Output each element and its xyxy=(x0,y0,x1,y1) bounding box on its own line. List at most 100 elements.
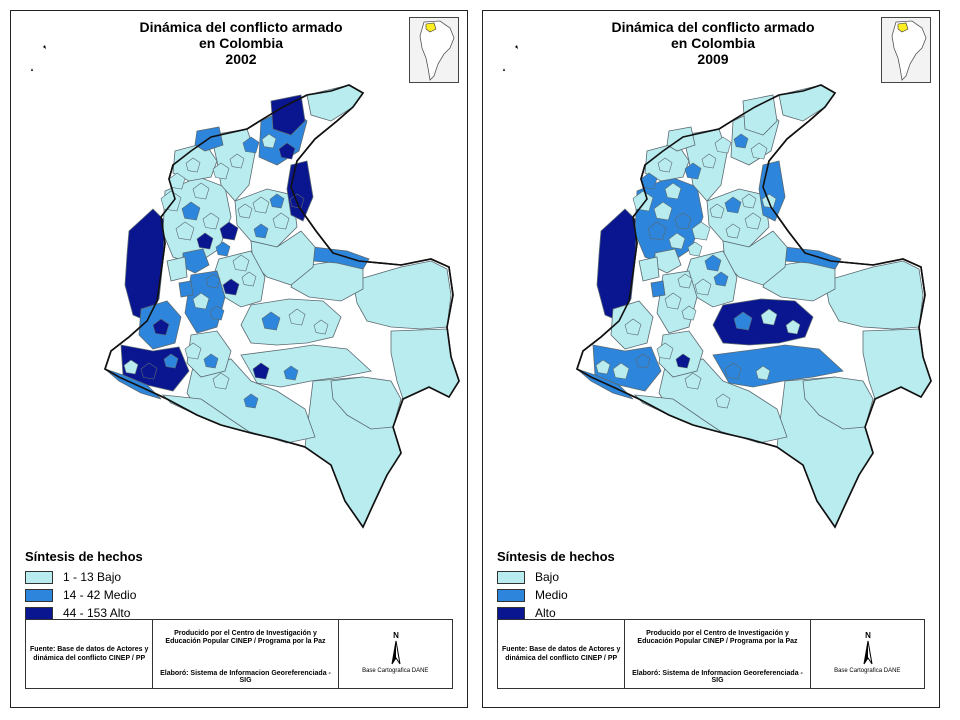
municipality-low xyxy=(168,172,186,190)
country-border xyxy=(104,84,460,529)
municipality-high xyxy=(222,278,240,296)
municipality-low xyxy=(232,254,250,272)
legend: Síntesis de hechos 1 - 13 Bajo 14 - 42 M… xyxy=(25,549,143,622)
credits-footer: Fuente: Base de datos de Actores y dinám… xyxy=(25,619,453,689)
colombia-highlight xyxy=(897,22,909,33)
municipality-low xyxy=(744,212,762,230)
municipality-low xyxy=(664,292,682,310)
municipality-medium xyxy=(269,193,285,209)
legend-label-high: 44 - 153 Alto xyxy=(63,606,131,620)
region-huila-low xyxy=(186,330,232,378)
legend-title: Síntesis de hechos xyxy=(25,549,143,564)
municipality-medium xyxy=(205,273,221,289)
legend-item-low: Bajo xyxy=(497,568,615,586)
municipality-low xyxy=(755,365,771,381)
legend-swatch-high xyxy=(25,606,53,620)
municipality-low xyxy=(725,223,741,239)
municipality-low xyxy=(657,157,673,173)
source-cell: Fuente: Base de datos de Actores y dinám… xyxy=(26,620,154,688)
municipality-medium xyxy=(635,353,651,369)
municipality-medium xyxy=(163,353,179,369)
credits-footer: Fuente: Base de datos de Actores y dinám… xyxy=(497,619,925,689)
title-year: 2002 xyxy=(225,51,257,67)
municipality-medium xyxy=(209,305,225,321)
title-year: 2009 xyxy=(697,51,729,67)
municipality-low xyxy=(681,305,697,321)
region-nsantander-high xyxy=(286,160,314,222)
municipality-medium xyxy=(181,201,201,221)
municipality-medium xyxy=(243,393,259,409)
municipality-low xyxy=(715,393,731,409)
region-risaralda-low xyxy=(166,256,188,282)
municipality-low xyxy=(185,157,201,173)
municipality-low xyxy=(313,319,329,335)
region-nsantander-medium xyxy=(758,160,786,222)
municipality-low xyxy=(212,162,230,180)
municipality-low xyxy=(261,133,277,149)
municipality-medium xyxy=(684,162,702,180)
south-america-locator-inset xyxy=(409,17,459,83)
colombia-highlight xyxy=(425,22,437,33)
legend-label-medium: Medio xyxy=(535,588,568,602)
title-line-2: en Colombia xyxy=(670,35,755,51)
region-magdalena-low xyxy=(742,94,778,136)
elaborated-text: Elaboró: Sistema de Informacion Georefer… xyxy=(632,670,803,684)
municipality-medium xyxy=(724,362,742,380)
municipality-medium xyxy=(733,133,749,149)
municipality-low xyxy=(202,212,220,230)
municipality-medium xyxy=(704,254,722,272)
municipality-low xyxy=(656,342,674,360)
municipality-medium xyxy=(242,136,260,154)
region-magdalena-high xyxy=(270,94,306,136)
producer-text: Producido por el Centro de Investigación… xyxy=(165,630,326,645)
municipality-low xyxy=(184,342,202,360)
municipality-low xyxy=(175,221,195,241)
legend-label-low: 1 - 13 Bajo xyxy=(63,570,122,584)
municipality-high xyxy=(140,362,158,380)
colombia-choropleth-map xyxy=(101,81,461,531)
municipality-medium xyxy=(261,311,281,331)
municipality-low xyxy=(229,153,245,169)
municipality-medium xyxy=(733,311,753,331)
municipality-low xyxy=(760,308,778,326)
municipality-medium xyxy=(283,365,299,381)
map-panel-2009: Dinámica del conflicto armado en Colombi… xyxy=(482,10,940,708)
municipality-low xyxy=(595,359,611,375)
san-andres-islands xyxy=(31,45,46,71)
region-quindio-medium xyxy=(178,280,194,298)
title-line-1: Dinámica del conflicto armado xyxy=(139,19,343,35)
municipality-low xyxy=(714,136,732,154)
cartography-cell: N Base Cartografica DANE xyxy=(811,620,924,688)
municipality-high xyxy=(152,318,170,336)
region-risaralda-low xyxy=(638,256,660,282)
legend-label-low: Bajo xyxy=(535,570,560,584)
region-huila-low xyxy=(658,330,704,378)
municipality-medium xyxy=(674,212,692,230)
legend-title: Síntesis de hechos xyxy=(497,549,615,564)
legend-label-medium: 14 - 42 Medio xyxy=(63,588,137,602)
legend-swatch-low xyxy=(25,570,53,584)
municipality-low xyxy=(664,182,682,200)
municipality-low xyxy=(252,196,270,214)
legend-label-high: Alto xyxy=(535,606,556,620)
municipality-medium xyxy=(253,223,269,239)
municipality-low xyxy=(612,362,630,380)
source-text: Fuente: Base de datos de Actores y dinám… xyxy=(30,646,149,662)
municipality-high xyxy=(675,353,691,369)
map-title: Dinámica del conflicto armado en Colombi… xyxy=(131,19,351,67)
legend-swatch-medium xyxy=(497,588,525,602)
producer-text: Producido por el Centro de Investigación… xyxy=(637,630,798,645)
municipality-low xyxy=(701,153,717,169)
san-andres-islands xyxy=(503,45,518,71)
municipality-high xyxy=(252,362,270,380)
municipality-high xyxy=(196,232,214,250)
municipality-medium xyxy=(713,271,729,287)
municipality-low xyxy=(288,308,306,326)
north-label: N xyxy=(393,631,399,640)
north-label: N xyxy=(865,631,871,640)
municipality-low xyxy=(709,203,725,219)
municipality-low xyxy=(624,318,642,336)
municipality-low xyxy=(694,278,712,296)
municipality-low xyxy=(684,372,702,390)
legend-item-high: 44 - 153 Alto xyxy=(25,604,143,622)
